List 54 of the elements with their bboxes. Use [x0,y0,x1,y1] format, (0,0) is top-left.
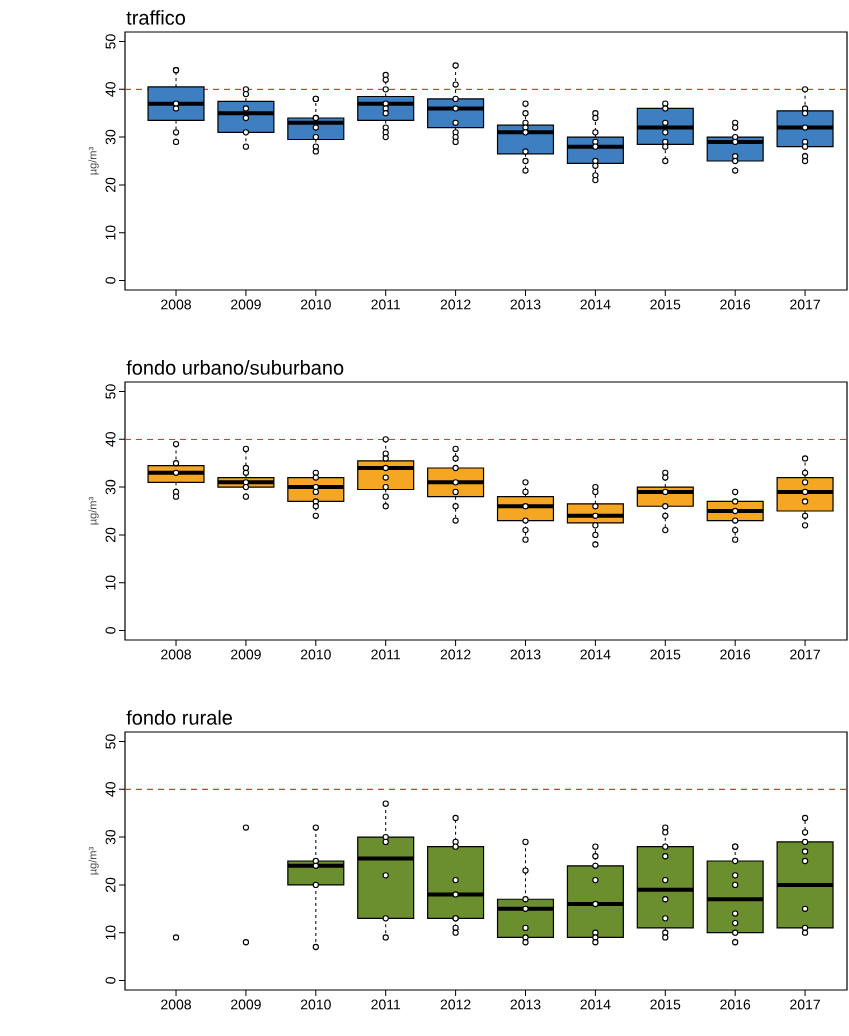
x-tick-label: 2015 [650,299,681,310]
x-tick-label: 2014 [580,649,611,660]
y-axis-title: µg/m³ [88,847,99,875]
y-tick-label: 40 [105,82,116,97]
x-tick-label: 2012 [440,999,471,1010]
x-tick-label: 2009 [231,649,261,660]
y-axis-title: µg/m³ [88,497,99,525]
x-tick-label: 2010 [300,649,331,660]
y-tick-label: 40 [105,782,116,797]
x-tick-label: 2012 [440,649,471,660]
y-tick-label: 20 [105,177,116,192]
chart-title: fondo rurale [126,710,233,725]
y-tick-label: 10 [105,575,116,590]
x-tick-label: 2010 [300,999,331,1010]
x-tick-label: 2013 [510,649,541,660]
y-tick-label: 20 [105,527,116,542]
x-tick-label: 2014 [580,999,611,1010]
x-tick-label: 2013 [510,299,541,310]
y-tick-label: 50 [105,34,116,49]
x-tick-label: 2017 [790,999,820,1010]
x-tick-label: 2009 [231,999,261,1010]
y-axis-title: µg/m³ [88,147,99,175]
x-tick-label: 2013 [510,999,541,1010]
x-tick-label: 2008 [161,649,191,660]
x-tick-label: 2015 [650,999,681,1010]
y-tick-label: 50 [105,384,116,399]
x-tick-label: 2011 [371,299,401,310]
x-tick-label: 2010 [300,299,331,310]
y-tick-label: 0 [105,277,116,284]
x-tick-label: 2014 [580,299,611,310]
x-tick-label: 2016 [720,649,751,660]
y-tick-label: 30 [105,129,116,145]
x-tick-label: 2008 [161,299,191,310]
y-tick-label: 20 [105,877,116,892]
y-tick-label: 0 [105,627,116,634]
y-tick-label: 30 [105,829,116,845]
x-tick-label: 2012 [440,299,471,310]
x-tick-label: 2016 [720,299,751,310]
y-tick-label: 40 [105,432,116,447]
y-tick-label: 10 [105,925,116,940]
x-tick-label: 2016 [720,999,751,1010]
x-tick-label: 2011 [371,999,401,1010]
x-tick-label: 2008 [161,999,191,1010]
x-tick-label: 2011 [371,649,401,660]
y-tick-label: 30 [105,479,116,495]
y-tick-label: 0 [105,977,116,984]
chart-title: traffico [126,10,186,25]
x-tick-label: 2015 [650,649,681,660]
x-tick-label: 2017 [790,299,820,310]
x-tick-label: 2009 [231,299,261,310]
x-tick-label: 2017 [790,649,820,660]
y-tick-label: 10 [105,225,116,240]
chart-title: fondo urbano/suburbano [126,360,344,375]
y-tick-label: 50 [105,734,116,749]
